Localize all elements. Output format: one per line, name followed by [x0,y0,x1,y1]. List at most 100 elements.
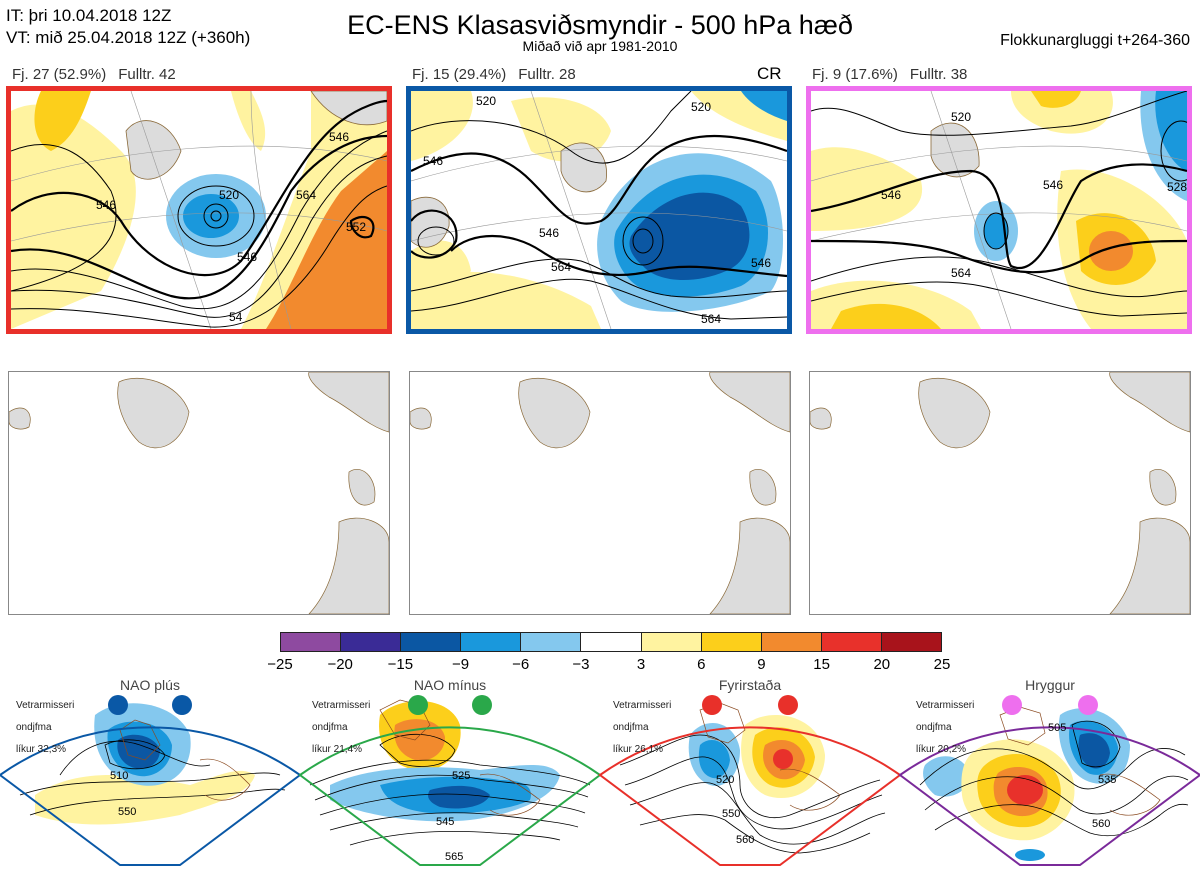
page-subtitle: Miðað við apr 1981-2010 [522,38,678,54]
cluster-2-contour-label: 564 [701,312,721,326]
color-legend-swatch [281,633,342,651]
color-legend-tick: −25 [267,656,293,673]
cluster-1-contour-label: 564 [296,188,316,202]
regime-4-contour-label: 535 [1098,774,1116,786]
cluster-1-contour-label: 546 [329,130,349,144]
cluster-1-contour-label: 546 [96,198,116,212]
regime-1-contour-label: 550 [118,806,136,818]
regime-3-outline [598,726,902,866]
color-legend-swatch [701,633,762,651]
regime-4-marker-right [1078,695,1098,715]
color-legend-tick: 25 [933,656,951,673]
cluster-1-contour-label: 552 [346,220,366,234]
regime-2-marker-left [408,695,428,715]
color-legend-swatch [821,633,882,651]
cluster-2-contour-label: 546 [751,256,771,270]
regime-blocking [598,695,902,866]
regime-3-title: Fyrirstaða [718,677,782,693]
regime-3-marker-right [778,695,798,715]
cluster-3-label: Fj. 9 (17.6%) Fulltr. 38 [812,66,967,83]
regime-3-contour-label: 550 [722,808,740,820]
color-legend-swatch [881,633,942,651]
color-legend-swatch [761,633,822,651]
regime-2-contour-label: 525 [452,770,470,782]
regime-1-note-season: Vetrarmisseri [16,700,75,711]
color-legend-tick: −9 [451,656,470,673]
regime-4-note-season: Vetrarmisseri [916,700,975,711]
regime-4-note: Vetrarmisseri ondjfma líkur 20,2% [916,689,974,766]
regime-4-note-months: ondjfma [916,722,952,733]
cluster-3-map: 520 546 546 564 528 [806,86,1192,334]
color-legend-tick: 15 [813,656,830,673]
color-legend-tick: 3 [636,656,646,673]
color-legend-tick: 9 [757,656,766,673]
regime-2-note-prob: líkur 21,4% [312,744,363,755]
classification-window: Flokkunargluggi t+264-360 [1000,32,1190,49]
regime-nao-plus [0,695,302,866]
cluster-3-contour-label: 546 [1043,178,1063,192]
cluster-1-rep: Fulltr. 42 [118,66,176,83]
color-legend-tick: 6 [697,656,706,673]
regime-3-contour-label: 560 [736,834,754,846]
cluster-3-contour-label: 546 [881,188,901,202]
page-title: EC-ENS Klasasviðsmyndir - 500 hPa hæð [347,10,853,40]
regime-3-contour-label: 520 [716,774,734,786]
cluster-3-rep: Fulltr. 38 [909,66,968,83]
weather-regimes: 510 550 525 545 565 520 550 560 505 535 … [0,675,1200,871]
regime-ridge [898,695,1200,866]
regime-4-title: Hryggur [1025,677,1075,693]
color-legend-tick: −3 [572,656,590,673]
color-legend-swatch [401,633,462,651]
regime-1-title: NAO plús [120,677,180,693]
regime-2-title: NAO mínus [413,677,487,693]
cluster-3-contour-label: 528 [1167,180,1187,194]
cluster-2-contour-label: 520 [476,94,496,108]
cluster-1-blank-map [8,371,390,615]
regime-4-contour-label: 560 [1092,818,1110,830]
cluster-2-rep: Fulltr. 28 [518,66,576,83]
regime-2-contour-label: 545 [436,816,454,828]
cluster-2-label: Fj. 15 (29.4%) Fulltr. 28 [412,66,576,83]
cluster-2-map: 546 520 520 546 564 564 546 [406,86,792,334]
regime-2-note-season: Vetrarmisseri [312,700,371,711]
regime-1-note-months: ondjfma [16,722,52,733]
cluster-3-contour-label: 564 [951,266,971,280]
color-legend-tick: 20 [873,656,891,673]
color-legend-tick: −6 [512,656,530,673]
regime-1-note-prob: líkur 32,3% [16,744,67,755]
cluster-3-size: Fj. 9 (17.6%) [812,66,898,83]
color-legend-swatch [461,633,522,651]
color-legend-swatch [521,633,582,651]
regime-2-note: Vetrarmisseri ondjfma líkur 21,4% [312,689,370,766]
regime-3-note-prob: líkur 26,1% [613,744,664,755]
cluster-1-size: Fj. 27 (52.9%) [12,66,107,83]
color-legend-swatch [641,633,702,651]
cluster-1-map: 546 520 564 546 546 552 54 [6,86,392,334]
regime-2-marker-right [472,695,492,715]
cluster-2-contour-label: 546 [539,226,559,240]
regime-3-note-season: Vetrarmisseri [613,700,672,711]
valid-time: VT: mið 25.04.2018 12Z (+360h) [6,28,251,47]
cluster-1-contour-label: 520 [219,188,239,202]
cluster-1-contour-label: 54 [229,310,243,324]
cluster-1-label: Fj. 27 (52.9%) Fulltr. 42 [12,66,176,83]
color-legend-swatch [341,633,402,651]
regime-4-note-prob: líkur 20,2% [916,744,967,755]
cluster-2-tag: CR [757,64,782,83]
cluster-1-contour-label: 546 [237,250,257,264]
regime-4-contour-label: 505 [1048,722,1066,734]
cluster-3-blank-map [809,371,1191,615]
initial-time: IT: þri 10.04.2018 12Z [6,6,172,25]
cluster-2-contour-label: 546 [423,154,443,168]
regime-2-note-months: ondjfma [312,722,348,733]
color-legend-bar [280,632,942,652]
regime-1-marker-right [172,695,192,715]
color-legend-swatch [581,633,642,651]
regime-nao-minus [298,695,602,866]
regime-2-outline [298,726,602,866]
cluster-2-size: Fj. 15 (29.4%) [412,66,507,83]
cluster-2-contour-label: 520 [691,100,711,114]
regime-4-marker-left [1002,695,1022,715]
color-legend-tick: −20 [327,656,353,673]
regime-3-marker-left [702,695,722,715]
